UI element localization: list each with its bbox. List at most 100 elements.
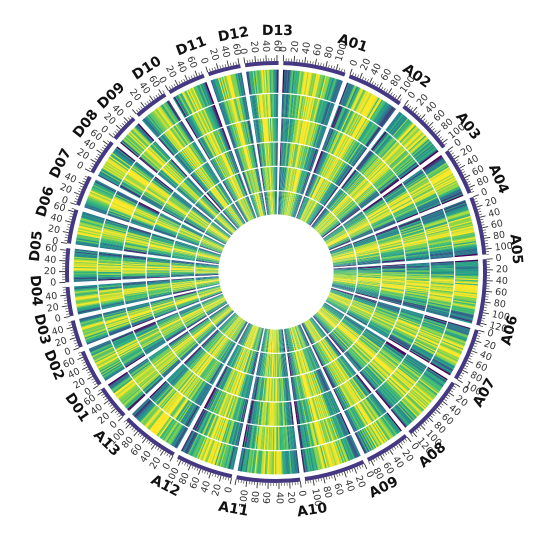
heat-cell: [355, 290, 379, 297]
heat-cell: [144, 339, 165, 353]
heat-cell: [284, 69, 288, 93]
heat-cell: [74, 248, 98, 253]
heat-cell: [207, 228, 228, 242]
heat-cell: [188, 212, 209, 227]
heat-cell: [120, 141, 139, 158]
heat-cell: [332, 282, 356, 288]
heat-cell: [146, 267, 170, 270]
heat-cell: [363, 198, 384, 213]
heat-cell: [410, 184, 432, 197]
heat-cell: [135, 125, 153, 143]
heat-cell: [381, 285, 405, 289]
heat-cell: [146, 266, 170, 268]
heat-cell: [334, 360, 349, 380]
heat-cell: [331, 252, 355, 259]
heat-cell: [295, 120, 301, 144]
heat-cell: [131, 316, 154, 326]
heat-cell: [192, 408, 205, 430]
heat-cell: [318, 310, 337, 327]
heat-cell: [379, 106, 394, 127]
heat-cell: [74, 257, 98, 261]
track-4-a11: [246, 400, 294, 426]
heat-cell: [339, 205, 358, 221]
track-3-a03: [340, 169, 380, 209]
heat-cell: [227, 317, 242, 337]
heat-cell: [291, 168, 298, 192]
heat-cell: [405, 288, 429, 294]
track-6-d03: [79, 313, 109, 345]
heat-cell: [426, 228, 449, 235]
heat-cell: [79, 315, 103, 323]
heat-cell: [266, 402, 269, 426]
heat-cell: [307, 204, 321, 224]
heat-cell: [452, 234, 476, 241]
heat-cell: [114, 338, 137, 350]
heat-cell: [343, 111, 355, 133]
heat-cell: [181, 307, 203, 319]
heat-cell: [452, 304, 476, 310]
heat-cell: [320, 221, 339, 236]
heat-cell: [348, 223, 370, 235]
heat-cell: [159, 418, 174, 439]
heat-cell: [440, 342, 463, 353]
heat-cell: [285, 192, 290, 216]
heat-cell: [177, 341, 197, 358]
heat-cell: [199, 357, 214, 377]
heat-cell: [386, 341, 407, 355]
heat-cell: [282, 353, 286, 377]
heat-cell: [403, 239, 427, 246]
heat-cell: [368, 209, 390, 221]
heat-cell: [310, 317, 325, 337]
heat-cell: [151, 181, 171, 196]
heat-cell: [224, 209, 240, 228]
heat-cell: [125, 241, 149, 247]
heat-cell: [417, 334, 439, 345]
heat-cell: [316, 313, 333, 330]
heat-cell: [316, 312, 334, 330]
heat-cell: [325, 230, 346, 244]
heat-cell: [198, 289, 222, 297]
heat-cell: [367, 161, 385, 180]
heat-cell: [289, 426, 294, 450]
heat-cell: [183, 310, 204, 322]
heat-cell: [223, 445, 231, 468]
heat-cell: [163, 206, 185, 220]
heat-cell: [388, 337, 409, 351]
heat-cell: [451, 229, 475, 236]
heat-cell: [317, 100, 326, 124]
heat-cell: [147, 186, 168, 200]
heat-cell: [239, 374, 247, 397]
heat-cell: [151, 299, 174, 307]
heat-cell: [130, 167, 151, 183]
heat-cell: [423, 319, 446, 328]
heat-cell: [406, 266, 430, 269]
heat-cell: [281, 142, 284, 166]
heat-cell: [365, 201, 386, 216]
heat-cell: [426, 161, 447, 176]
heat-cell: [238, 348, 248, 371]
heat-cell: [165, 203, 186, 217]
heat-cell: [220, 444, 229, 468]
heat-cell: [247, 424, 253, 449]
heat-cell: [206, 333, 222, 351]
heat-cell: [390, 376, 408, 393]
heat-cell: [349, 307, 371, 319]
heat-cell: [128, 308, 151, 317]
heat-cell: [244, 350, 253, 373]
heat-cell: [308, 398, 316, 421]
heat-cell: [151, 382, 169, 401]
heat-cell: [412, 344, 434, 357]
heat-cell: [142, 406, 159, 425]
heat-cell: [390, 334, 412, 347]
heat-cell: [284, 353, 289, 377]
track-5-d10: [158, 120, 195, 156]
heat-cell: [369, 362, 388, 379]
heat-cell: [421, 211, 445, 221]
heat-cell: [330, 289, 353, 298]
heat-cell: [380, 246, 404, 252]
heat-cell: [192, 142, 207, 163]
heat-cell: [307, 448, 313, 472]
heat-cell: [136, 207, 158, 218]
heat-cell: [242, 399, 249, 423]
heat-cell: [152, 350, 172, 365]
